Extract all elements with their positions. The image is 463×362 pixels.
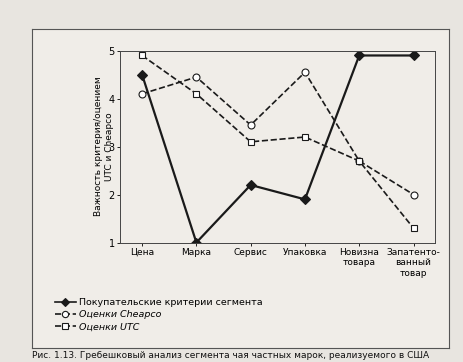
Legend: Покупательские критерии сегмента, Оценки Cheарсо, Оценки UTC: Покупательские критерии сегмента, Оценки… (51, 294, 267, 336)
Y-axis label: Важность критерия/оцением
UTC и Cheарсо: Важность критерия/оцением UTC и Cheарсо (94, 77, 114, 216)
Text: Рис. 1.13. Гребешковый анализ сегмента чая частных марок, реализуемого в США: Рис. 1.13. Гребешковый анализ сегмента ч… (32, 351, 430, 360)
